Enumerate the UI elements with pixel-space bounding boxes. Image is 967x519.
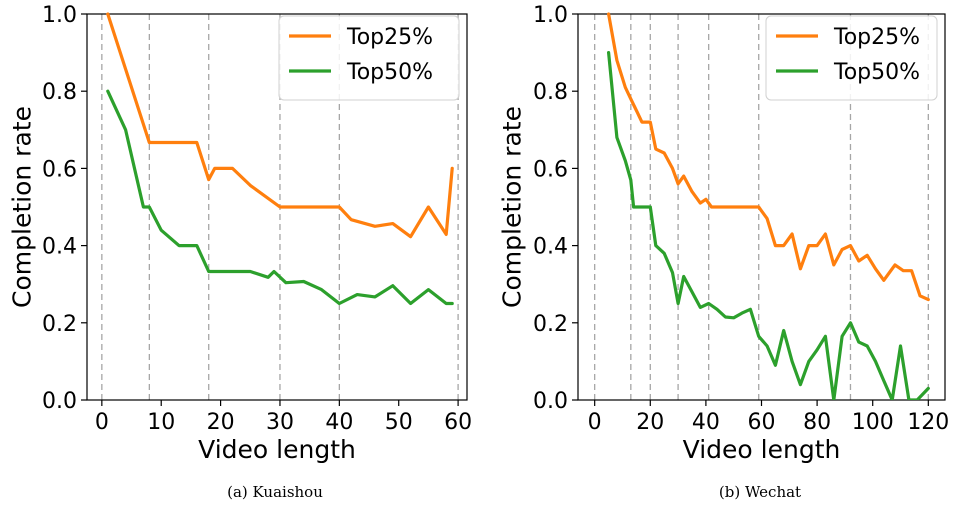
y-axis-label: Completion rate — [8, 106, 37, 308]
x-tick-label: 50 — [385, 410, 413, 435]
x-tick-label: 10 — [147, 410, 175, 435]
x-tick-label: 60 — [748, 410, 776, 435]
legend: Top25% Top50% — [278, 15, 460, 101]
x-axis-label: Video length — [683, 435, 841, 464]
x-tick-label: 40 — [692, 410, 720, 435]
x-tick-label: 60 — [444, 410, 472, 435]
x-tick-label: 20 — [207, 410, 235, 435]
plot-frame — [86, 13, 468, 401]
x-tick-label: 20 — [636, 410, 664, 435]
x-tick-label: 100 — [852, 410, 894, 435]
chart-wechat: 0.0 0.2 0.4 0.6 0.8 1.0 0 20 40 60 80 100 120 Video l… — [498, 3, 950, 501]
figure-caption: (a) Kuaishou — [227, 483, 323, 501]
y-tick-label: 0.4 — [533, 235, 568, 260]
series-line-top25 — [106, 12, 454, 239]
chart-kuaishou: 0.0 0.2 0.4 0.6 0.8 1.0 0 10 20 30 40 50 60 Video len… — [8, 3, 473, 501]
y-tick-label: 0.0 — [533, 389, 568, 414]
legend-label: Top25% — [346, 25, 433, 50]
legend-label: Top25% — [833, 25, 920, 50]
figure-caption: (b) Wechat — [719, 483, 801, 501]
y-tick-label: 0.6 — [533, 157, 568, 182]
y-tick-label: 0.8 — [533, 80, 568, 105]
x-tick-label: 80 — [803, 410, 831, 435]
legend-label: Top50% — [833, 60, 920, 85]
y-tick-label: 0.2 — [533, 312, 568, 337]
x-tick-label: 0 — [588, 410, 602, 435]
x-tick-label: 40 — [325, 410, 353, 435]
x-axis-label: Video length — [198, 435, 356, 464]
y-tick-label: 0.8 — [42, 80, 77, 105]
x-tick-label: 30 — [266, 410, 294, 435]
y-tick-label: 0.4 — [42, 235, 77, 260]
y-tick-label: 1.0 — [533, 3, 568, 28]
y-tick-label: 1.0 — [42, 3, 77, 28]
x-tick-label: 120 — [907, 410, 949, 435]
series-line-top50 — [106, 89, 454, 306]
series-line-top25 — [606, 12, 930, 302]
legend: Top25% Top50% — [765, 15, 938, 101]
y-tick-label: 0.6 — [42, 157, 77, 182]
series-line-top50 — [606, 50, 930, 400]
y-axis-label: Completion rate — [498, 106, 527, 308]
x-tick-label: 0 — [95, 410, 109, 435]
y-tick-label: 0.2 — [42, 312, 77, 337]
y-tick-label: 0.0 — [42, 389, 77, 414]
legend-label: Top50% — [346, 60, 433, 85]
